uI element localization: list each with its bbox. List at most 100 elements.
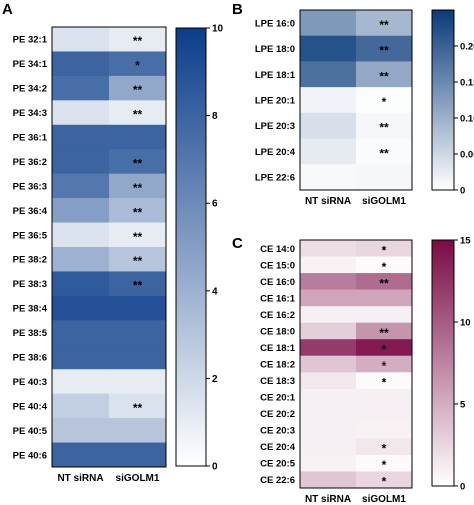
panel-a-cell [52,442,110,468]
panel-a-row-label: PE 40:4 [13,401,48,412]
panel-a-column-label: NT siRNA [57,473,103,484]
panel-c-cell [356,322,413,340]
panel-b-cell [300,10,357,37]
panel-a-cell [109,222,167,248]
panel-c-significance-mark: * [382,243,387,257]
panel-a-cell [52,393,110,419]
panel-c-cell [356,240,413,257]
panel-a-frame [51,26,167,468]
panel-b-significance-mark: ** [379,18,389,32]
panel-a-row-label: PE 40:5 [13,426,48,437]
panel-c-colorbar-tick-label: 5 [460,400,466,411]
panel-a-cell [52,100,110,126]
panel-a-cell [52,369,110,394]
panel-c-significance-mark: * [382,376,387,390]
panel-b-cell [356,10,413,37]
panel-b-colorbar-tick-label: 0.05 [460,150,474,161]
panel-c-row-label: CE 20:4 [260,442,296,453]
panel-a-row-label: PE 36:5 [13,230,48,241]
panel-a-row-label: PE 38:6 [13,353,47,364]
panel-c-significance-mark: * [382,458,387,472]
panel-c-row-label: CE 16:0 [260,277,295,288]
panel-c-cell [300,438,357,456]
panel-a-significance-mark: ** [133,156,143,170]
panel-a-cell [52,295,110,321]
panel-c-row-label: CE 15:0 [260,260,295,271]
panel-a-cell [109,442,167,468]
panel-c-cell [300,405,357,423]
panel-a-row-label: PE 34:3 [13,108,47,119]
panel-c-cell [300,339,357,357]
panel-b-significance-mark: * [382,95,387,109]
panel-a-significance-mark: ** [133,108,143,122]
panel-a-cell [109,27,167,52]
panel-c-row-label: CE 18:0 [260,326,295,337]
panel-b-cell [356,138,413,165]
panel-c-cell [356,289,413,307]
panel-b-significance-mark: ** [379,121,389,135]
panel-a-significance-mark: ** [133,205,143,219]
panel-a-cell [52,173,110,199]
panel-c-cell [300,273,357,290]
panel-a-cell [52,418,110,443]
panel-a-cell [52,344,110,370]
panel-c-cell [300,306,357,323]
panel-c-cell [356,339,413,357]
panel-c-row-label: CE 20:1 [260,393,296,404]
panel-c-cell [356,405,413,423]
panel-a-colorbar [175,27,207,467]
panel-a-cell [109,369,167,394]
panel-c-significance-mark: * [382,260,387,274]
panel-a-row-label: PE 38:3 [13,279,47,290]
panel-c-colorbar-tick-label: 0 [460,482,465,493]
panel-a-significance-mark: ** [133,230,143,244]
panel-c-cell [300,388,357,406]
panel-c-row-label: CE 16:1 [260,293,296,304]
panel-b-colorbar-tick-label: 0 [460,186,465,197]
panel-c-cell [356,355,413,373]
panel-a-cell [52,75,110,101]
panel-c-row-label: CE 20:3 [260,426,295,437]
panel-c-cell [300,289,357,307]
panel-c-significance-mark: * [382,442,387,456]
panel-a-significance-mark: ** [133,279,143,293]
panel-b-cell [300,61,357,88]
panel-c-significance-mark: * [382,342,387,356]
panel-a-colorbar-tick-label: 10 [212,24,224,35]
panel-b-label: B [232,1,243,18]
panel-a-significance-mark: ** [133,181,143,195]
panel-c-cell [356,388,413,406]
panel-a-row-label: PE 38:5 [13,328,48,339]
panel-b-cell [300,138,357,165]
panel-b-cell [300,112,357,139]
panel-a-cell [109,51,167,77]
panel-a-cell [109,344,167,370]
panel-c-significance-mark: ** [379,326,389,340]
panel-c-significance-mark: ** [379,276,389,290]
panel-b-column-label: NT siRNA [305,196,351,207]
panel-a-cell [109,247,167,272]
panel-c-row-label: CE 18:3 [260,376,295,387]
panel-c-cell [356,273,413,290]
panel-b-cell [356,35,413,62]
panel-a-label: A [2,1,13,18]
panel-c-cell [300,454,357,472]
panel-a-significance-mark: * [135,59,140,73]
panel-c-cell [356,471,413,489]
panel-c-cell [300,256,357,274]
panel-b-significance-mark: ** [379,69,389,83]
panel-c-colorbar-tick-label: 10 [460,318,471,329]
panel-a-colorbar-tick-label: 8 [212,111,218,122]
panel-a-colorbar-tick-label: 2 [212,374,218,385]
panel-a-cell [109,320,167,346]
panel-c-row-label: CE 14:0 [260,244,295,255]
panel-c-significance-mark: * [382,475,387,489]
panel-a-cell [109,271,167,297]
panel-c-row-label: CE 18:2 [260,360,295,371]
panel-a-significance-mark: ** [133,254,143,268]
panel-a-row-label: PE 38:4 [13,304,48,315]
panel-b-row-label: LPE 20:3 [255,121,295,132]
panel-a-cell [52,149,110,174]
panel-a-cell [109,198,167,223]
panel-c-label: C [232,235,243,252]
